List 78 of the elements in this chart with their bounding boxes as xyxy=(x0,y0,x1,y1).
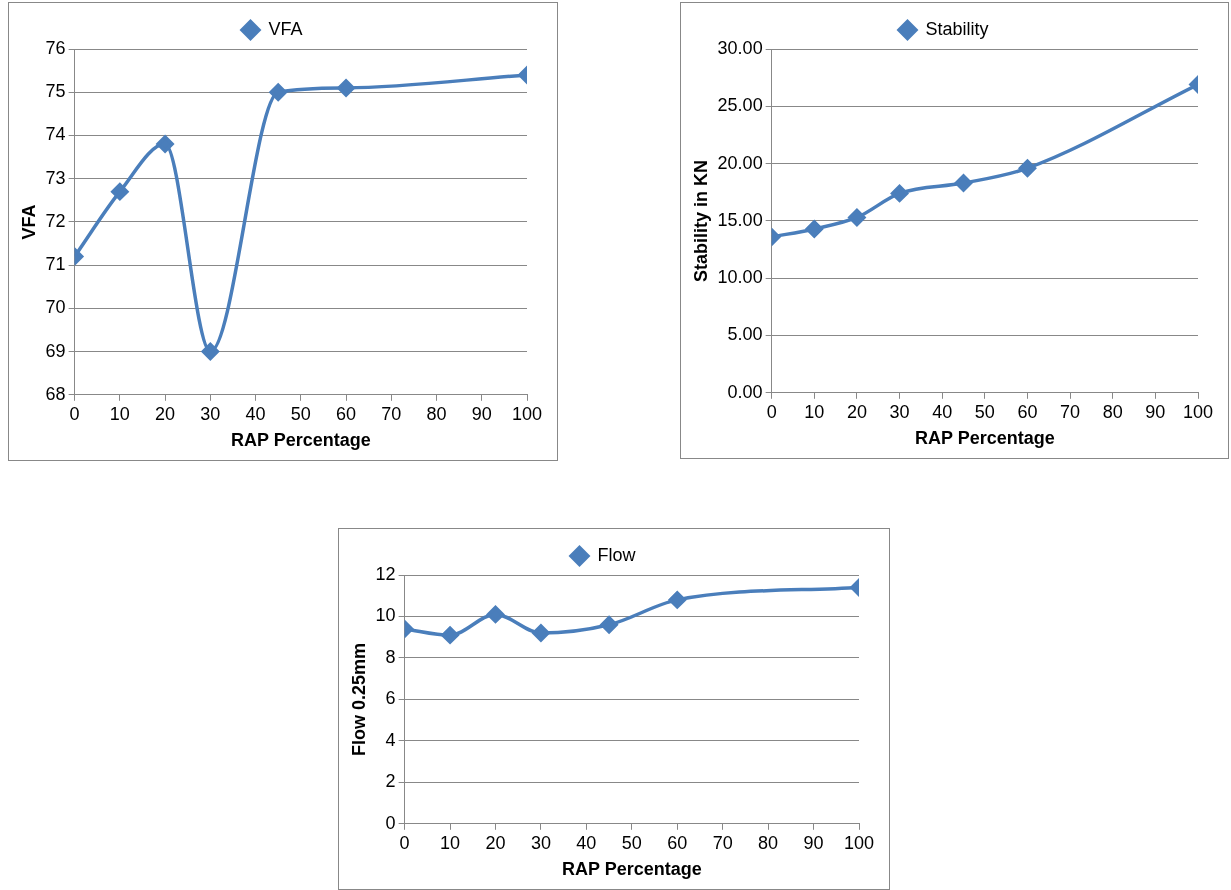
y-tick-label: 30.00 xyxy=(717,37,763,58)
x-tick-label: 50 xyxy=(621,832,642,853)
y-tick-label: 2 xyxy=(385,771,396,792)
y-tick-label: 10 xyxy=(375,605,396,626)
x-tick-label: 60 xyxy=(667,832,688,853)
y-tick-label: 25.00 xyxy=(717,95,763,116)
y-tick-label: 72 xyxy=(45,210,66,231)
y-tick-label: 70 xyxy=(45,297,66,318)
x-tick-label: 90 xyxy=(1145,401,1166,422)
y-tick-label: 76 xyxy=(45,37,66,58)
legend-label: Stability xyxy=(925,18,989,39)
y-tick-label: 69 xyxy=(45,340,66,361)
x-tick-label: 50 xyxy=(290,403,311,424)
y-tick-label: 8 xyxy=(385,646,396,667)
y-axis-title: Stability in KN xyxy=(690,159,711,282)
y-tick-label: 5.00 xyxy=(727,324,763,345)
x-tick-label: 100 xyxy=(511,403,543,424)
point xyxy=(668,591,686,609)
x-axis-title: RAP Percentage xyxy=(561,859,702,880)
point xyxy=(954,174,973,192)
x-tick-label: 100 xyxy=(1182,401,1214,422)
y-tick-label: 0.00 xyxy=(727,381,763,402)
y-tick-label: 20.00 xyxy=(717,152,763,173)
x-tick-label: 40 xyxy=(576,832,597,853)
x-tick-label: 60 xyxy=(1017,401,1038,422)
x-tick-label: 10 xyxy=(440,832,461,853)
x-tick-label: 40 xyxy=(245,403,266,424)
point xyxy=(337,79,355,97)
legend-label: VFA xyxy=(268,18,303,39)
point xyxy=(805,220,824,238)
y-tick-label: 0 xyxy=(385,812,396,833)
y-tick-label: 68 xyxy=(45,383,66,404)
y-tick-label: 74 xyxy=(45,124,66,145)
point xyxy=(600,616,618,634)
point xyxy=(201,342,220,361)
y-tick-label: 10.00 xyxy=(717,267,763,288)
x-tick-label: 10 xyxy=(804,401,825,422)
x-tick-label: 0 xyxy=(399,832,410,853)
x-tick-label: 30 xyxy=(530,832,551,853)
x-tick-label: 10 xyxy=(109,403,130,424)
point xyxy=(441,626,459,644)
y-axis-title: Flow 0.25mm xyxy=(348,642,369,756)
x-tick-label: 0 xyxy=(766,401,777,422)
point xyxy=(111,182,129,201)
x-tick-label: 80 xyxy=(758,832,779,853)
x-tick-label: 0 xyxy=(69,403,80,424)
x-tick-label: 70 xyxy=(1060,401,1081,422)
point xyxy=(486,605,505,624)
y-tick-label: 71 xyxy=(45,254,66,275)
y-tick-label: 73 xyxy=(45,167,66,188)
point xyxy=(1018,159,1037,177)
y-axis-title: VFA xyxy=(18,204,39,240)
point xyxy=(532,624,550,642)
x-tick-label: 80 xyxy=(1102,401,1123,422)
x-tick-label: 50 xyxy=(974,401,995,422)
x-tick-label: 90 xyxy=(803,832,824,853)
x-tick-label: 40 xyxy=(932,401,953,422)
x-tick-label: 20 xyxy=(485,832,506,853)
y-tick-label: 12 xyxy=(375,563,396,584)
y-tick-label: 75 xyxy=(45,81,66,102)
x-tick-label: 30 xyxy=(889,401,910,422)
point xyxy=(156,135,174,153)
x-tick-label: 60 xyxy=(336,403,357,424)
x-tick-label: 20 xyxy=(846,401,867,422)
x-axis-title: RAP Percentage xyxy=(230,430,371,451)
y-tick-label: 6 xyxy=(385,688,396,709)
point xyxy=(269,83,287,101)
legend-label: Flow xyxy=(597,544,637,565)
x-axis-title: RAP Percentage xyxy=(914,428,1055,449)
y-tick-label: 15.00 xyxy=(717,209,763,230)
y-tick-label: 4 xyxy=(385,729,396,750)
point xyxy=(890,184,909,203)
point xyxy=(848,208,866,227)
x-tick-label: 30 xyxy=(200,403,221,424)
x-tick-label: 80 xyxy=(426,403,447,424)
x-tick-label: 100 xyxy=(843,832,875,853)
x-tick-label: 20 xyxy=(155,403,176,424)
x-tick-label: 90 xyxy=(471,403,492,424)
